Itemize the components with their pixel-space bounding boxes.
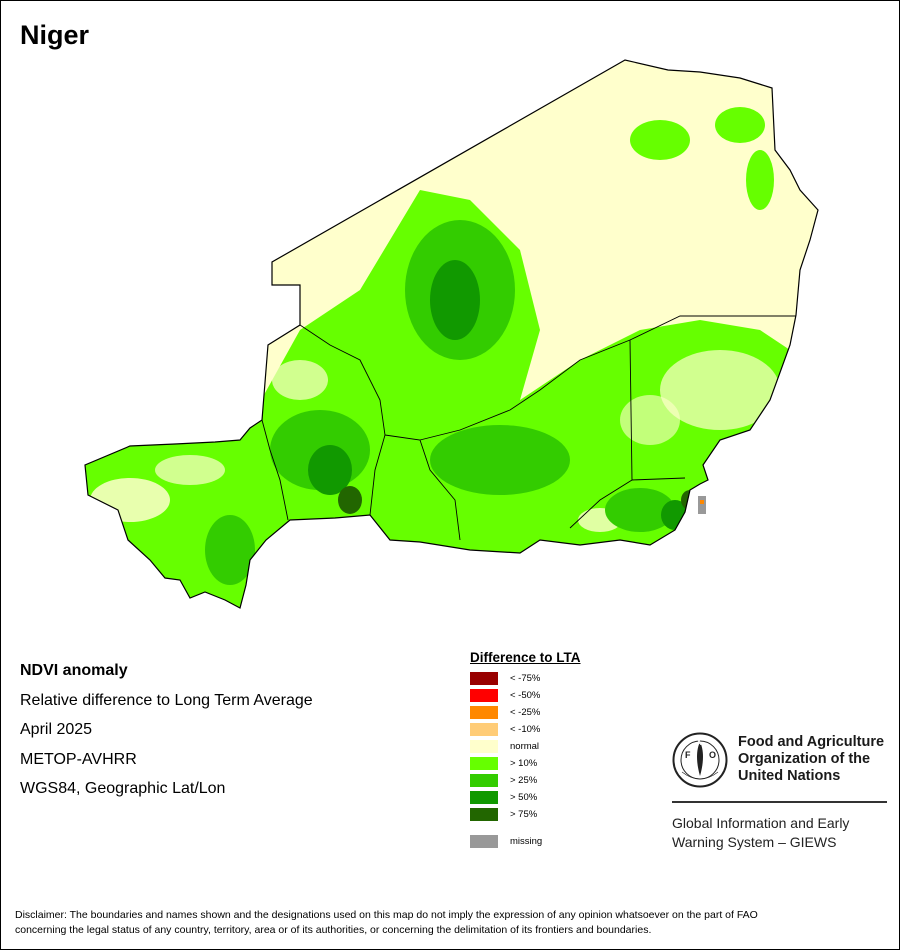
legend-item: normal [470,738,581,755]
legend-item: > 25% [470,772,581,789]
legend-swatch [470,723,498,736]
legend-label: > 25% [510,775,538,786]
map-title: Niger [20,20,90,50]
legend-title: Difference to LTA [470,650,581,665]
legend-swatch [470,774,498,787]
legend-label: > 75% [510,809,538,820]
legend-item: > 75% [470,806,581,823]
fao-name-line: United Nations [738,768,841,784]
legend-swatch [470,835,498,848]
legend-item: > 50% [470,789,581,806]
disclaimer-line: concerning the legal status of any count… [15,924,652,936]
legend-label: normal [510,741,540,752]
giews-line: Warning System – GIEWS [672,834,837,850]
info-line-1: Relative difference to Long Term Average [20,691,313,709]
fao-organization-name: Food and Agriculture Organization of the… [738,734,884,785]
fao-logo: F O A [672,732,728,788]
legend-label: < -50% [510,690,541,701]
legend-label: > 10% [510,758,538,769]
info-line-3: METOP-AVHRR [20,750,137,768]
legend-swatch [470,672,498,685]
legend-swatch [470,791,498,804]
fao-logo-letter-f: F [685,750,691,760]
niger-map [84,59,819,609]
info-line-4: WGS84, Geographic Lat/Lon [20,780,226,797]
legend: Difference to LTA < -75% < -50% < -25% <… [470,650,581,850]
legend-swatch [470,706,498,719]
legend-item: > 10% [470,755,581,772]
fao-name-line: Organization of the [738,751,871,767]
legend-label: < -10% [510,724,541,735]
legend-item: < -25% [470,704,581,721]
legend-item: < -10% [470,721,581,738]
legend-label: < -25% [510,707,541,718]
legend-label: missing [510,836,543,847]
legend-item: < -75% [470,670,581,687]
info-line-2: April 2025 [20,721,93,738]
fao-logo-letter-o: O [709,750,716,760]
legend-label: > 50% [510,792,538,803]
legend-item: < -50% [470,687,581,704]
map-info: NDVI anomaly Relative difference to Long… [20,656,313,804]
legend-swatch [470,689,498,702]
disclaimer: Disclaimer: The boundaries and names sho… [15,908,885,938]
branding-divider [672,801,887,803]
giews-line: Global Information and Early [672,815,850,831]
giews-name: Global Information and Early Warning Sys… [672,814,849,852]
disclaimer-line: Disclaimer: The boundaries and names sho… [15,909,758,921]
legend-swatch [470,740,498,753]
legend-label: < -75% [510,673,541,684]
info-heading: NDVI anomaly [20,662,128,679]
legend-swatch [470,757,498,770]
legend-item-missing: missing [470,833,581,850]
legend-swatch [470,808,498,821]
fao-name-line: Food and Agriculture [738,734,885,750]
fao-logo-letter-a: A [697,740,702,747]
